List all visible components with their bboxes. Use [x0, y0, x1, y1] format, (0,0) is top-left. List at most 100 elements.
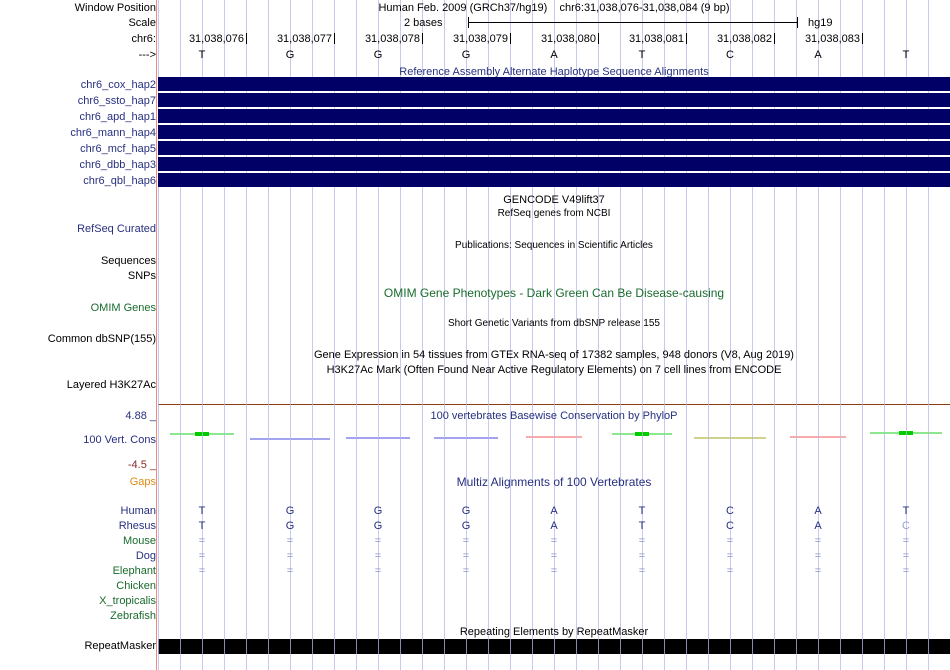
- scale-size-label: 2 bases: [404, 17, 443, 29]
- multiz-gap: =: [198, 535, 206, 547]
- gencode-title[interactable]: GENCODE V49lift37: [503, 194, 605, 206]
- multiz-base: C: [902, 520, 910, 532]
- ruler-tick-label: 31,038,082: [716, 33, 772, 45]
- multiz-gap: =: [374, 565, 382, 577]
- alt-haplotype-label[interactable]: chr6_ssto_hap7: [77, 95, 156, 107]
- refseq-title[interactable]: RefSeq genes from NCBI: [497, 208, 611, 219]
- conservation-bar: [526, 436, 582, 439]
- alt-haplotype-bar[interactable]: [158, 77, 950, 91]
- ruler-tick-mark: [246, 33, 247, 44]
- ruler-tick-mark: [334, 33, 335, 44]
- multiz-gap: =: [462, 550, 470, 562]
- multiz-species-label[interactable]: Mouse: [122, 535, 156, 547]
- multiz-base: C: [726, 520, 734, 532]
- alt-haplotype-bar[interactable]: [158, 109, 950, 123]
- multiz-species-label[interactable]: Chicken: [116, 580, 156, 592]
- gtex-title[interactable]: Gene Expression in 54 tissues from GTEx …: [314, 349, 794, 361]
- position-text[interactable]: chr6:31,038,076-31,038,084 (9 bp): [559, 2, 730, 14]
- alt-haplotype-bar[interactable]: [158, 157, 950, 171]
- omim-title[interactable]: OMIM Gene Phenotypes - Dark Green Can Be…: [383, 286, 725, 300]
- multiz-base: G: [373, 505, 383, 517]
- ruler-tick-mark: [862, 33, 863, 44]
- strand-label[interactable]: --->: [138, 49, 156, 61]
- multiz-base: G: [285, 505, 295, 517]
- chrom-label: chr6:: [131, 33, 156, 45]
- multiz-gap: =: [902, 535, 910, 547]
- multiz-base: T: [198, 520, 206, 532]
- alt-haplotype-label[interactable]: chr6_dbb_hap3: [79, 159, 156, 171]
- multiz-gap: =: [814, 535, 822, 547]
- multiz-base: T: [198, 505, 206, 517]
- alt-haplotype-label[interactable]: chr6_qbl_hap6: [83, 175, 156, 187]
- alt-haplotype-label[interactable]: chr6_apd_hap1: [79, 111, 156, 123]
- multiz-gap: =: [638, 565, 646, 577]
- multiz-gap: =: [814, 565, 822, 577]
- alt-haplotype-label[interactable]: chr6_cox_hap2: [80, 79, 156, 91]
- conservation-bar: [346, 436, 410, 439]
- multiz-base: T: [638, 505, 646, 517]
- alt-haplotype-bar[interactable]: [158, 173, 950, 187]
- multiz-gap: =: [286, 550, 294, 562]
- snps-label[interactable]: SNPs: [127, 270, 156, 282]
- publications-title[interactable]: Publications: Sequences in Scientific Ar…: [455, 240, 653, 251]
- refseq-curated-label[interactable]: RefSeq Curated: [77, 223, 156, 235]
- scale-bar: [468, 17, 798, 28]
- multiz-species-label[interactable]: Zebrafish: [110, 610, 156, 622]
- ruler-tick-mark: [422, 33, 423, 44]
- ruler-tick-label: 31,038,083: [804, 33, 860, 45]
- multiz-gap: =: [462, 535, 470, 547]
- alt-haplotype-label[interactable]: chr6_mann_hap4: [70, 127, 156, 139]
- repeatmasker-label[interactable]: RepeatMasker: [84, 640, 156, 652]
- omim-genes-label[interactable]: OMIM Genes: [90, 302, 156, 314]
- scale-label: Scale: [128, 17, 156, 29]
- reference-base: C: [726, 49, 734, 61]
- ruler-tick-mark: [774, 33, 775, 44]
- gaps-label[interactable]: Gaps: [129, 476, 156, 488]
- ruler-tick-label: 31,038,080: [540, 33, 596, 45]
- ruler-tick-label: 31,038,077: [276, 33, 332, 45]
- multiz-base: C: [726, 505, 734, 517]
- multiz-gap: =: [902, 550, 910, 562]
- conservation-track-label[interactable]: 100 Vert. Cons: [83, 434, 156, 446]
- conservation-bar: [250, 437, 330, 440]
- multiz-gap: =: [198, 565, 206, 577]
- common-dbsnp-label[interactable]: Common dbSNP(155): [47, 333, 156, 345]
- ruler-tick-mark: [510, 33, 511, 44]
- reference-base: A: [550, 49, 558, 61]
- reference-base: T: [638, 49, 646, 61]
- multiz-gap: =: [462, 565, 470, 577]
- multiz-species-label[interactable]: Elephant: [112, 565, 156, 577]
- multiz-gap: =: [286, 565, 294, 577]
- repeatmasker-title[interactable]: Repeating Elements by RepeatMasker: [459, 626, 649, 638]
- alt-haplotype-bar[interactable]: [158, 141, 950, 155]
- conservation-max-label: 4.88 _: [125, 410, 156, 422]
- ruler-tick-label: 31,038,078: [364, 33, 420, 45]
- conservation-min-label: -4.5 _: [127, 459, 156, 471]
- conservation-title[interactable]: 100 vertebrates Basewise Conservation by…: [430, 410, 678, 422]
- sequences-label[interactable]: Sequences: [100, 255, 156, 267]
- multiz-gap: =: [902, 565, 910, 577]
- alt-haplotype-title[interactable]: Reference Assembly Alternate Haplotype S…: [399, 66, 709, 78]
- multiz-species-label[interactable]: Rhesus: [118, 520, 156, 532]
- multiz-gap: =: [550, 535, 558, 547]
- repeatmasker-bar[interactable]: [158, 639, 950, 654]
- layered-h3k27ac-label[interactable]: Layered H3K27Ac: [66, 379, 156, 391]
- dbsnp-title[interactable]: Short Genetic Variants from dbSNP releas…: [448, 318, 660, 329]
- assembly-name: Human Feb. 2009 (GRCh37/hg19): [378, 2, 548, 14]
- multiz-base: A: [550, 520, 558, 532]
- multiz-title[interactable]: Multiz Alignments of 100 Vertebrates: [456, 475, 652, 489]
- multiz-gap: =: [638, 535, 646, 547]
- conservation-peak: [899, 430, 913, 435]
- multiz-gap: =: [726, 565, 734, 577]
- multiz-species-label[interactable]: X_tropicalis: [99, 595, 156, 607]
- multiz-base: A: [550, 505, 558, 517]
- multiz-gap: =: [550, 565, 558, 577]
- h3k27ac-title[interactable]: H3K27Ac Mark (Often Found Near Active Re…: [326, 364, 782, 376]
- multiz-species-label[interactable]: Dog: [135, 550, 156, 562]
- multiz-gap: =: [814, 550, 822, 562]
- alt-haplotype-label[interactable]: chr6_mcf_hap5: [80, 143, 156, 155]
- alt-haplotype-bar[interactable]: [158, 93, 950, 107]
- multiz-species-label[interactable]: Human: [120, 505, 156, 517]
- alt-haplotype-bar[interactable]: [158, 125, 950, 139]
